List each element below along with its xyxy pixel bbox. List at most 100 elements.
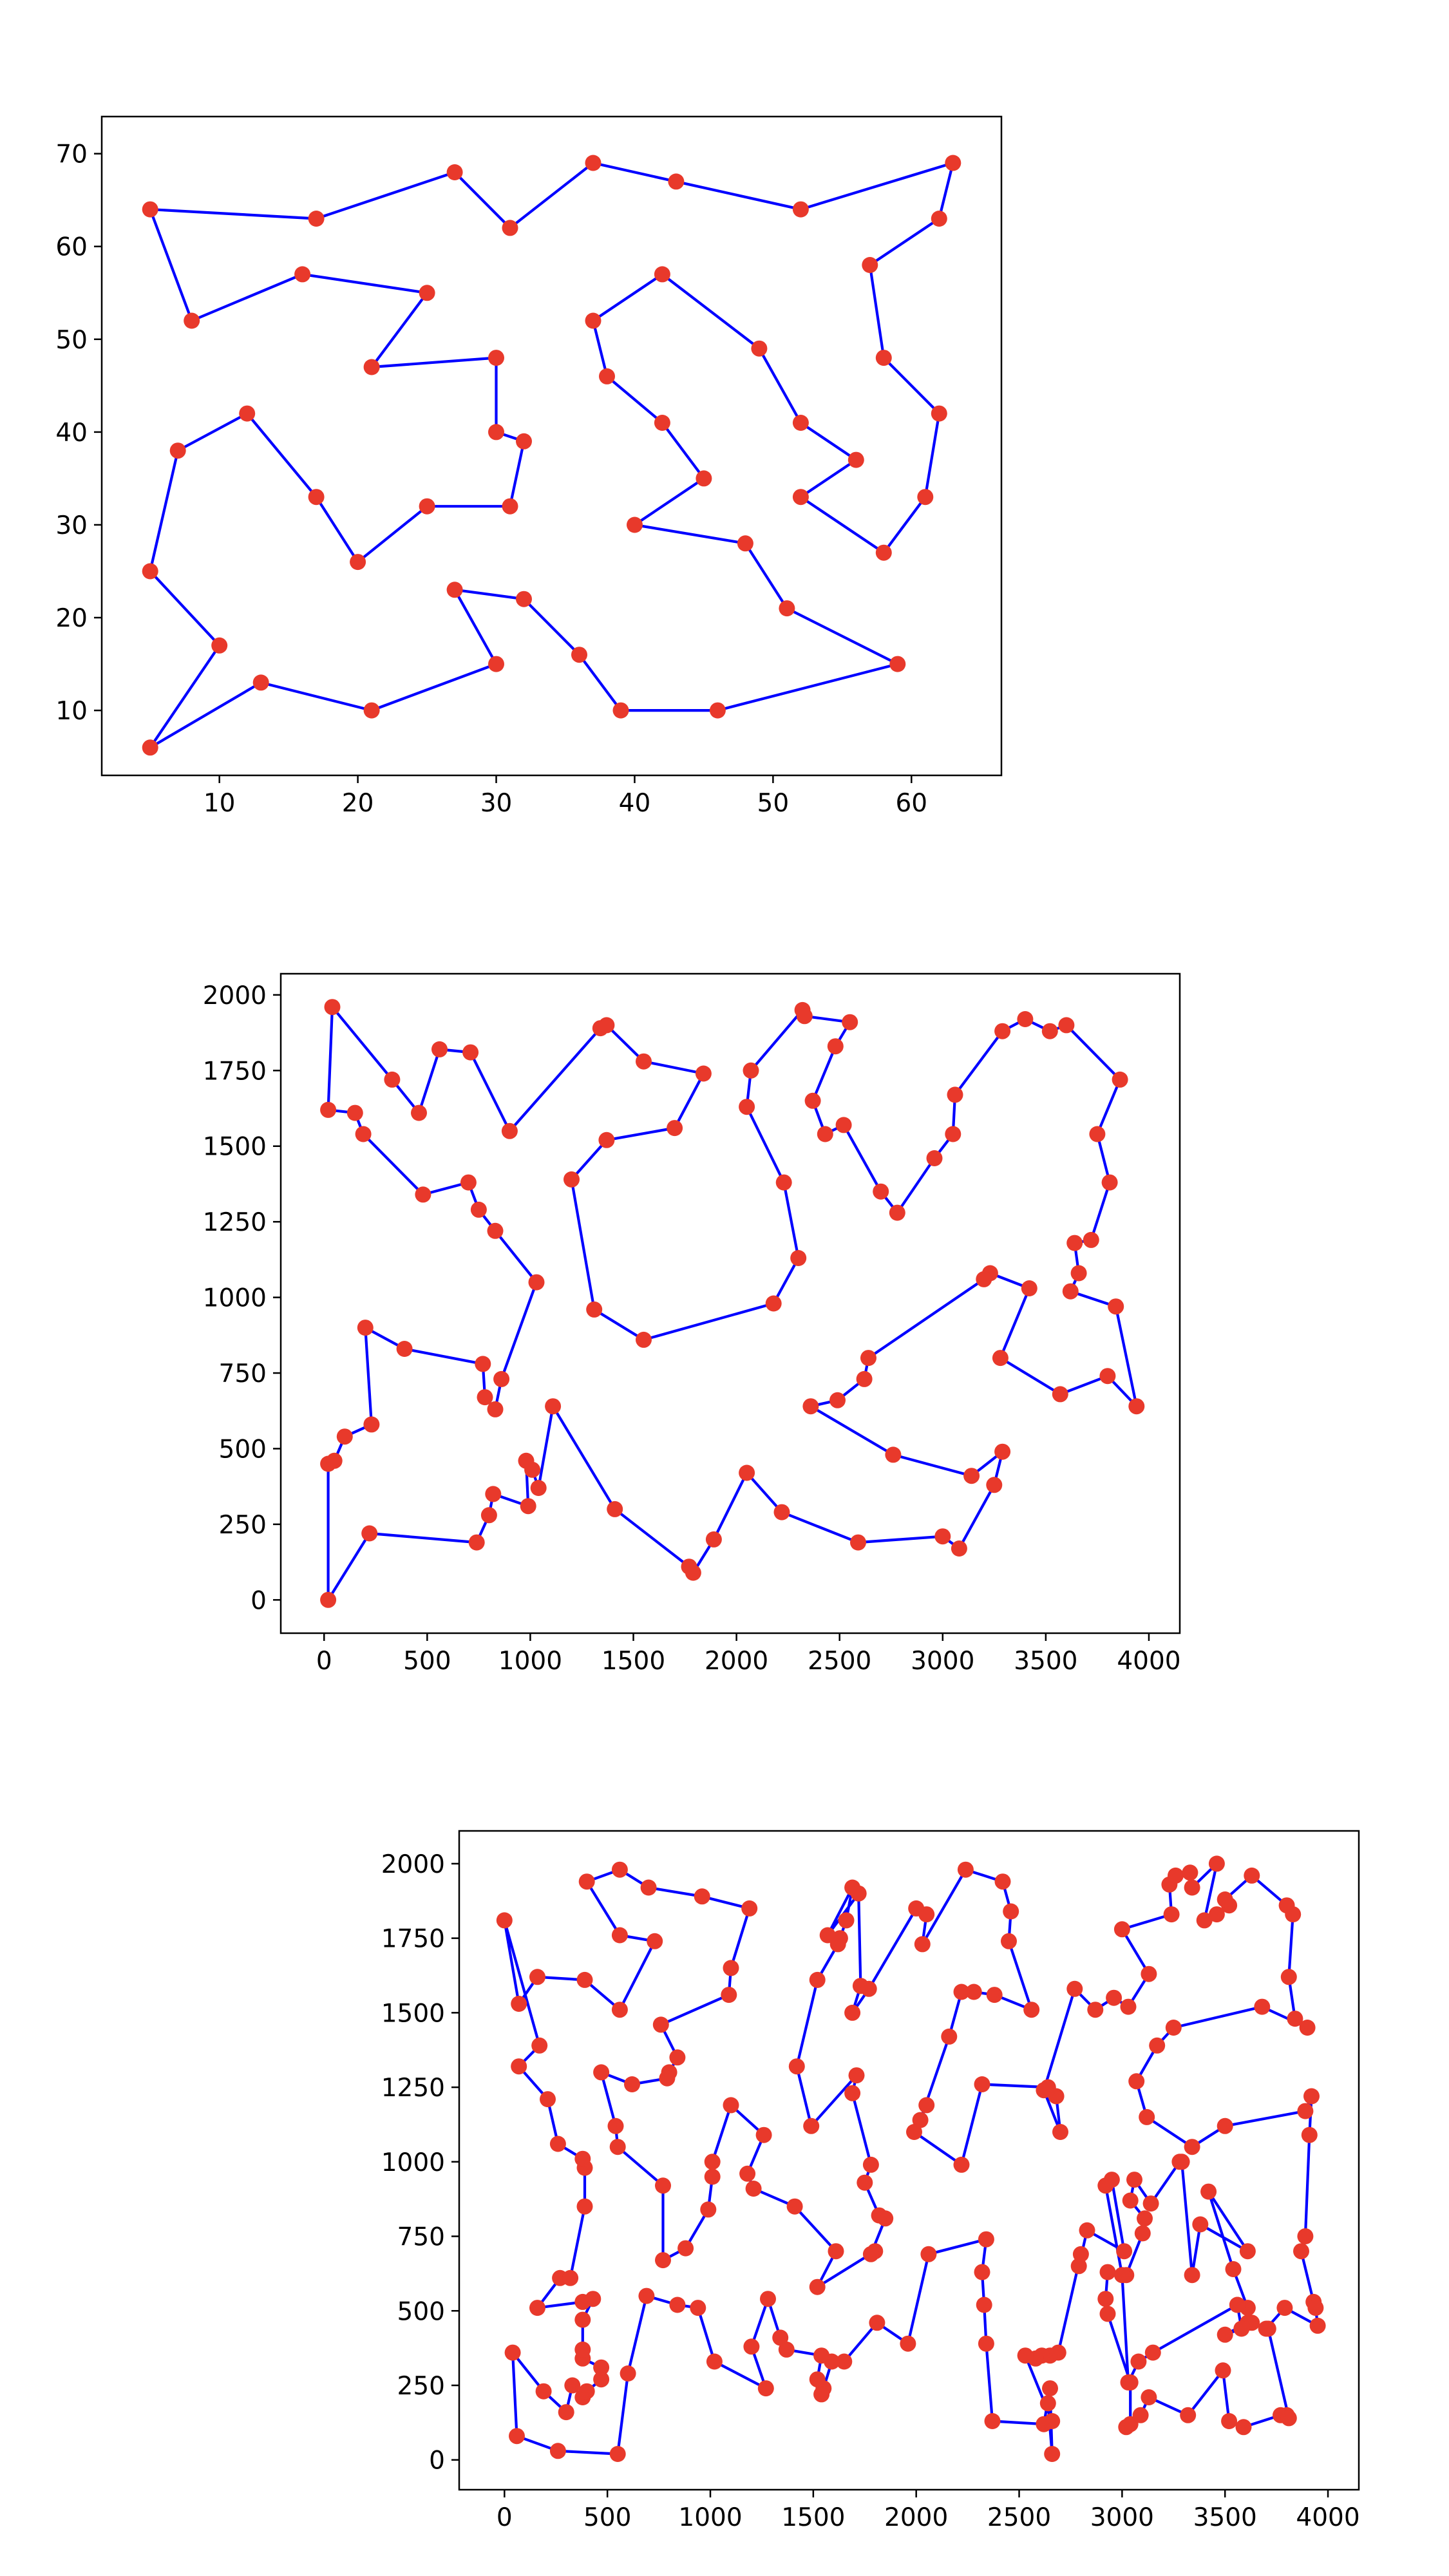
- city-point: [803, 2117, 820, 2134]
- y-tick-label: 1500: [381, 1999, 445, 2028]
- city-point: [462, 1044, 479, 1061]
- x-tick-label: 4000: [1296, 2503, 1359, 2532]
- city-point: [326, 1452, 343, 1469]
- city-point: [1120, 1998, 1137, 2015]
- city-point: [986, 1477, 1003, 1493]
- city-point: [142, 739, 158, 756]
- city-point: [709, 702, 726, 719]
- city-point: [790, 1250, 807, 1266]
- city-point: [529, 1969, 545, 1985]
- city-point: [1141, 2389, 1157, 2405]
- city-point: [578, 2383, 595, 2400]
- city-point: [611, 1927, 628, 1944]
- city-point: [862, 2156, 879, 2173]
- city-point: [889, 656, 906, 672]
- city-point: [1149, 2037, 1166, 2054]
- y-tick-label: 0: [251, 1586, 267, 1615]
- city-point: [336, 1428, 353, 1445]
- city-point: [1017, 2347, 1034, 2364]
- y-tick-label: 30: [55, 511, 88, 540]
- city-point: [857, 2174, 873, 2191]
- city-point: [169, 442, 186, 459]
- y-tick-label: 1250: [203, 1208, 267, 1237]
- city-point: [1163, 1906, 1180, 1923]
- city-point: [655, 2252, 671, 2269]
- x-tick-label: 60: [895, 789, 927, 818]
- y-tick-label: 1500: [203, 1133, 267, 1162]
- x-tick-label: 20: [342, 789, 374, 818]
- city-point: [501, 1122, 518, 1139]
- city-point: [531, 2037, 548, 2054]
- x-tick-label: 3500: [1193, 2503, 1257, 2532]
- city-point: [1041, 1023, 1058, 1039]
- city-point: [974, 2264, 990, 2280]
- city-point: [574, 2293, 591, 2310]
- y-tick-label: 1750: [203, 1057, 267, 1086]
- city-point: [468, 1534, 485, 1551]
- city-point: [1103, 2172, 1120, 2188]
- city-point: [668, 173, 685, 190]
- city-point: [487, 1401, 504, 1417]
- city-point: [986, 1987, 1003, 2003]
- city-point: [704, 2168, 721, 2185]
- city-point: [574, 2341, 591, 2358]
- city-point: [636, 1331, 652, 1348]
- city-point: [1128, 2073, 1145, 2090]
- city-point: [647, 1933, 663, 1949]
- city-point: [914, 1936, 931, 1953]
- city-point: [655, 2177, 671, 2194]
- city-point: [873, 1183, 889, 1200]
- city-point: [757, 2380, 774, 2397]
- city-point: [324, 999, 341, 1016]
- city-point: [1301, 2126, 1318, 2143]
- city-point: [1217, 2117, 1233, 2134]
- city-point: [1287, 2011, 1303, 2027]
- city-point: [1297, 2228, 1314, 2244]
- city-point: [813, 2347, 830, 2364]
- route-line: [149, 161, 954, 749]
- x-tick-label: 500: [403, 1647, 451, 1676]
- city-point: [518, 1452, 535, 1469]
- axes-frame: [458, 1830, 1360, 2491]
- city-point: [994, 1023, 1011, 1039]
- city-point: [549, 2136, 566, 2152]
- city-point: [1130, 2353, 1147, 2370]
- city-point: [535, 2383, 552, 2400]
- city-point: [1307, 2300, 1324, 2316]
- city-point: [813, 2386, 830, 2403]
- city-point: [945, 1126, 961, 1142]
- y-tick-label: 2000: [203, 981, 267, 1010]
- city-point: [827, 1038, 844, 1055]
- city-point: [918, 1906, 935, 1923]
- city-point: [788, 2058, 805, 2075]
- city-point: [1293, 2243, 1309, 2260]
- city-point: [593, 2359, 610, 2376]
- city-point: [1200, 2183, 1217, 2200]
- city-point: [357, 1320, 374, 1336]
- city-point: [906, 2124, 922, 2140]
- city-point: [488, 424, 504, 440]
- city-point: [350, 554, 366, 571]
- city-point: [620, 2365, 636, 2382]
- city-point: [917, 489, 934, 506]
- city-point: [488, 656, 504, 672]
- city-point: [1036, 2082, 1052, 2099]
- city-point: [1208, 1855, 1225, 1872]
- city-point: [779, 600, 795, 617]
- city-point: [1239, 2243, 1256, 2260]
- city-point: [860, 1980, 877, 1997]
- city-point: [1144, 2344, 1161, 2361]
- city-point: [848, 2067, 865, 2084]
- city-point: [831, 1930, 848, 1947]
- city-point: [796, 1008, 813, 1025]
- city-point: [1023, 2002, 1040, 2018]
- city-point: [607, 2117, 624, 2134]
- x-tick-label: 0: [497, 2503, 513, 2532]
- city-point: [571, 647, 587, 663]
- city-point: [885, 1446, 902, 1463]
- city-point: [809, 2371, 826, 2388]
- city-point: [994, 1443, 1011, 1460]
- city-point: [856, 1370, 873, 1387]
- city-point: [694, 1888, 710, 1905]
- x-tick-label: 40: [619, 789, 651, 818]
